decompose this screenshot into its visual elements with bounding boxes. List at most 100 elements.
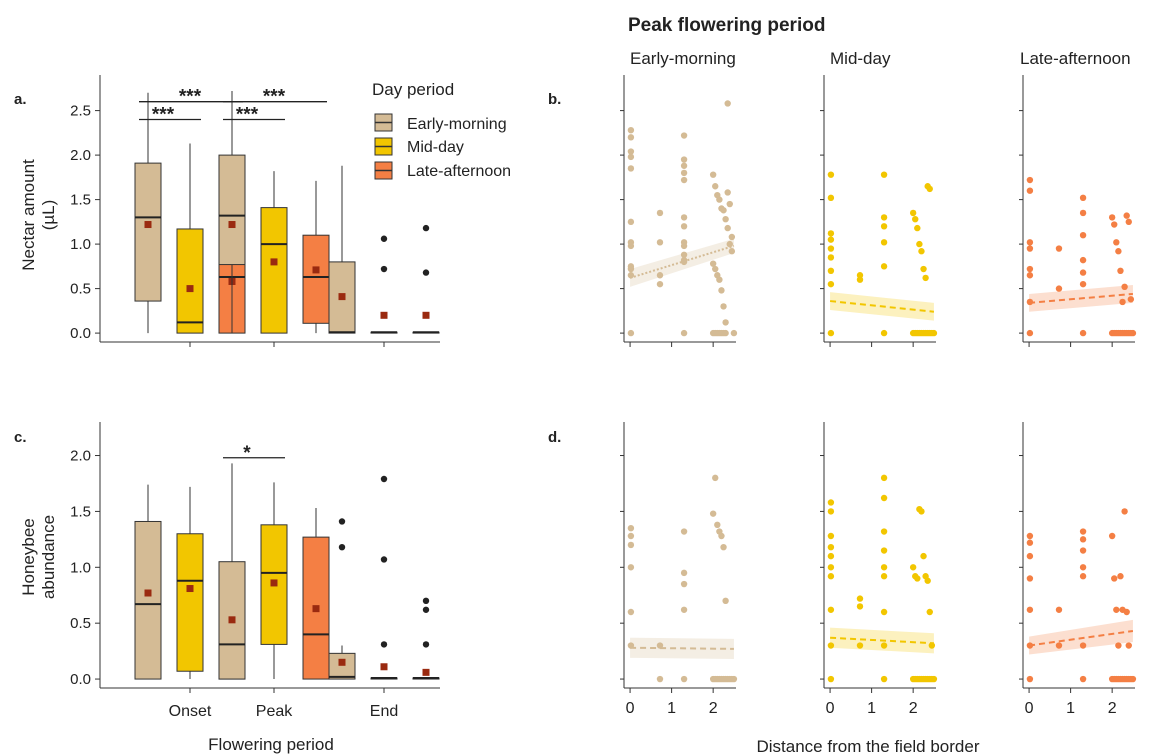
data-point bbox=[712, 183, 719, 190]
data-point bbox=[1079, 573, 1087, 580]
data-point bbox=[1026, 239, 1034, 246]
mean-marker bbox=[338, 293, 346, 301]
data-point bbox=[880, 223, 888, 230]
box-body bbox=[260, 207, 288, 334]
mean-marker bbox=[144, 221, 152, 229]
data-point bbox=[880, 214, 888, 221]
data-point bbox=[1121, 508, 1128, 515]
data-point bbox=[1026, 329, 1034, 337]
mean-marker bbox=[270, 258, 278, 266]
data-point bbox=[720, 303, 727, 310]
box-body bbox=[328, 652, 356, 680]
data-point bbox=[627, 242, 635, 250]
box-peak-early-morning bbox=[218, 91, 246, 334]
data-point bbox=[1079, 564, 1087, 571]
data-point bbox=[827, 543, 835, 551]
outlier-point bbox=[422, 224, 430, 232]
y-tick-label: 2.0 bbox=[70, 448, 91, 465]
data-point bbox=[656, 209, 664, 217]
data-point bbox=[680, 132, 688, 139]
y-tick-label: 2.0 bbox=[70, 147, 91, 164]
data-point bbox=[856, 642, 864, 649]
data-point bbox=[627, 153, 635, 161]
x-tick-label: Onset bbox=[169, 703, 212, 720]
data-point bbox=[716, 276, 723, 283]
data-point bbox=[730, 675, 738, 683]
outlier-point bbox=[380, 265, 388, 273]
data-point bbox=[880, 474, 888, 482]
trend-line bbox=[829, 300, 935, 313]
mean-marker bbox=[228, 221, 236, 229]
y-label-c-line1: Honeybee bbox=[19, 518, 38, 596]
box-body bbox=[302, 234, 330, 324]
data-point bbox=[680, 169, 688, 177]
data-point bbox=[1121, 283, 1128, 291]
data-point bbox=[827, 573, 835, 580]
data-point bbox=[680, 251, 688, 258]
y-label-a-line1: Nectar amount bbox=[19, 159, 38, 271]
plot-layer: 0.00.51.01.52.02.5************0.00.51.01… bbox=[70, 75, 1137, 720]
data-point bbox=[712, 265, 719, 273]
data-point bbox=[718, 532, 725, 540]
facet-x-tick-label: 0 bbox=[826, 700, 835, 717]
y-tick-label: 0.5 bbox=[70, 281, 91, 298]
data-point bbox=[1079, 528, 1087, 535]
facet-early-morning: 0 1 2 bbox=[620, 422, 738, 717]
confidence-band bbox=[1029, 619, 1133, 655]
data-point bbox=[880, 675, 888, 683]
significance-label: *** bbox=[152, 105, 175, 126]
data-point bbox=[827, 606, 835, 613]
significance-label: *** bbox=[179, 87, 202, 108]
data-point bbox=[827, 245, 835, 252]
data-point bbox=[1026, 265, 1034, 273]
scatter-panel-d: 0 1 2 0 1 2 0 1 2 bbox=[620, 422, 1137, 717]
panel-label-c: c. bbox=[14, 429, 27, 446]
data-point bbox=[856, 272, 864, 279]
data-point bbox=[1127, 296, 1135, 303]
y-tick-label: 1.0 bbox=[70, 559, 91, 576]
y-tick-label: 0.0 bbox=[70, 671, 91, 688]
data-point bbox=[1079, 194, 1087, 202]
box-peak-late-afternoon bbox=[302, 180, 330, 334]
data-point bbox=[724, 100, 731, 107]
significance-label: * bbox=[243, 443, 251, 464]
data-point bbox=[827, 254, 835, 261]
data-point bbox=[924, 577, 931, 584]
outlier-point bbox=[422, 597, 430, 605]
data-point bbox=[827, 194, 835, 202]
data-point bbox=[1111, 575, 1118, 582]
data-point bbox=[920, 265, 927, 273]
data-point bbox=[728, 233, 736, 241]
data-point bbox=[1113, 606, 1120, 613]
box-body bbox=[176, 228, 204, 334]
data-point bbox=[930, 329, 938, 337]
mean-marker bbox=[186, 585, 194, 593]
box-panel-a: 0.00.51.01.52.02.5************ bbox=[70, 75, 440, 347]
data-point bbox=[680, 606, 688, 613]
data-point bbox=[909, 564, 917, 571]
legend-label-early: Early-morning bbox=[407, 116, 507, 133]
box-body bbox=[134, 162, 162, 302]
data-point bbox=[680, 156, 688, 163]
data-point bbox=[680, 214, 688, 221]
box-onset-early-morning bbox=[134, 484, 162, 680]
data-point bbox=[724, 224, 731, 232]
data-point bbox=[656, 675, 664, 683]
data-point bbox=[1115, 248, 1122, 255]
data-point bbox=[1026, 575, 1034, 582]
data-point bbox=[716, 196, 723, 203]
data-point bbox=[880, 171, 888, 178]
mean-marker bbox=[312, 266, 320, 274]
data-point bbox=[880, 263, 888, 270]
box-end-mid-day bbox=[370, 475, 398, 680]
data-point bbox=[880, 528, 888, 535]
legend-label-late: Late-afternoon bbox=[407, 163, 511, 180]
box-body bbox=[176, 533, 204, 672]
facet-x-tick-label: 0 bbox=[626, 700, 635, 717]
mean-marker bbox=[380, 663, 388, 671]
data-point bbox=[827, 552, 835, 560]
data-point bbox=[827, 171, 835, 178]
mean-marker bbox=[270, 579, 278, 587]
legend-title: Day period bbox=[372, 80, 454, 99]
